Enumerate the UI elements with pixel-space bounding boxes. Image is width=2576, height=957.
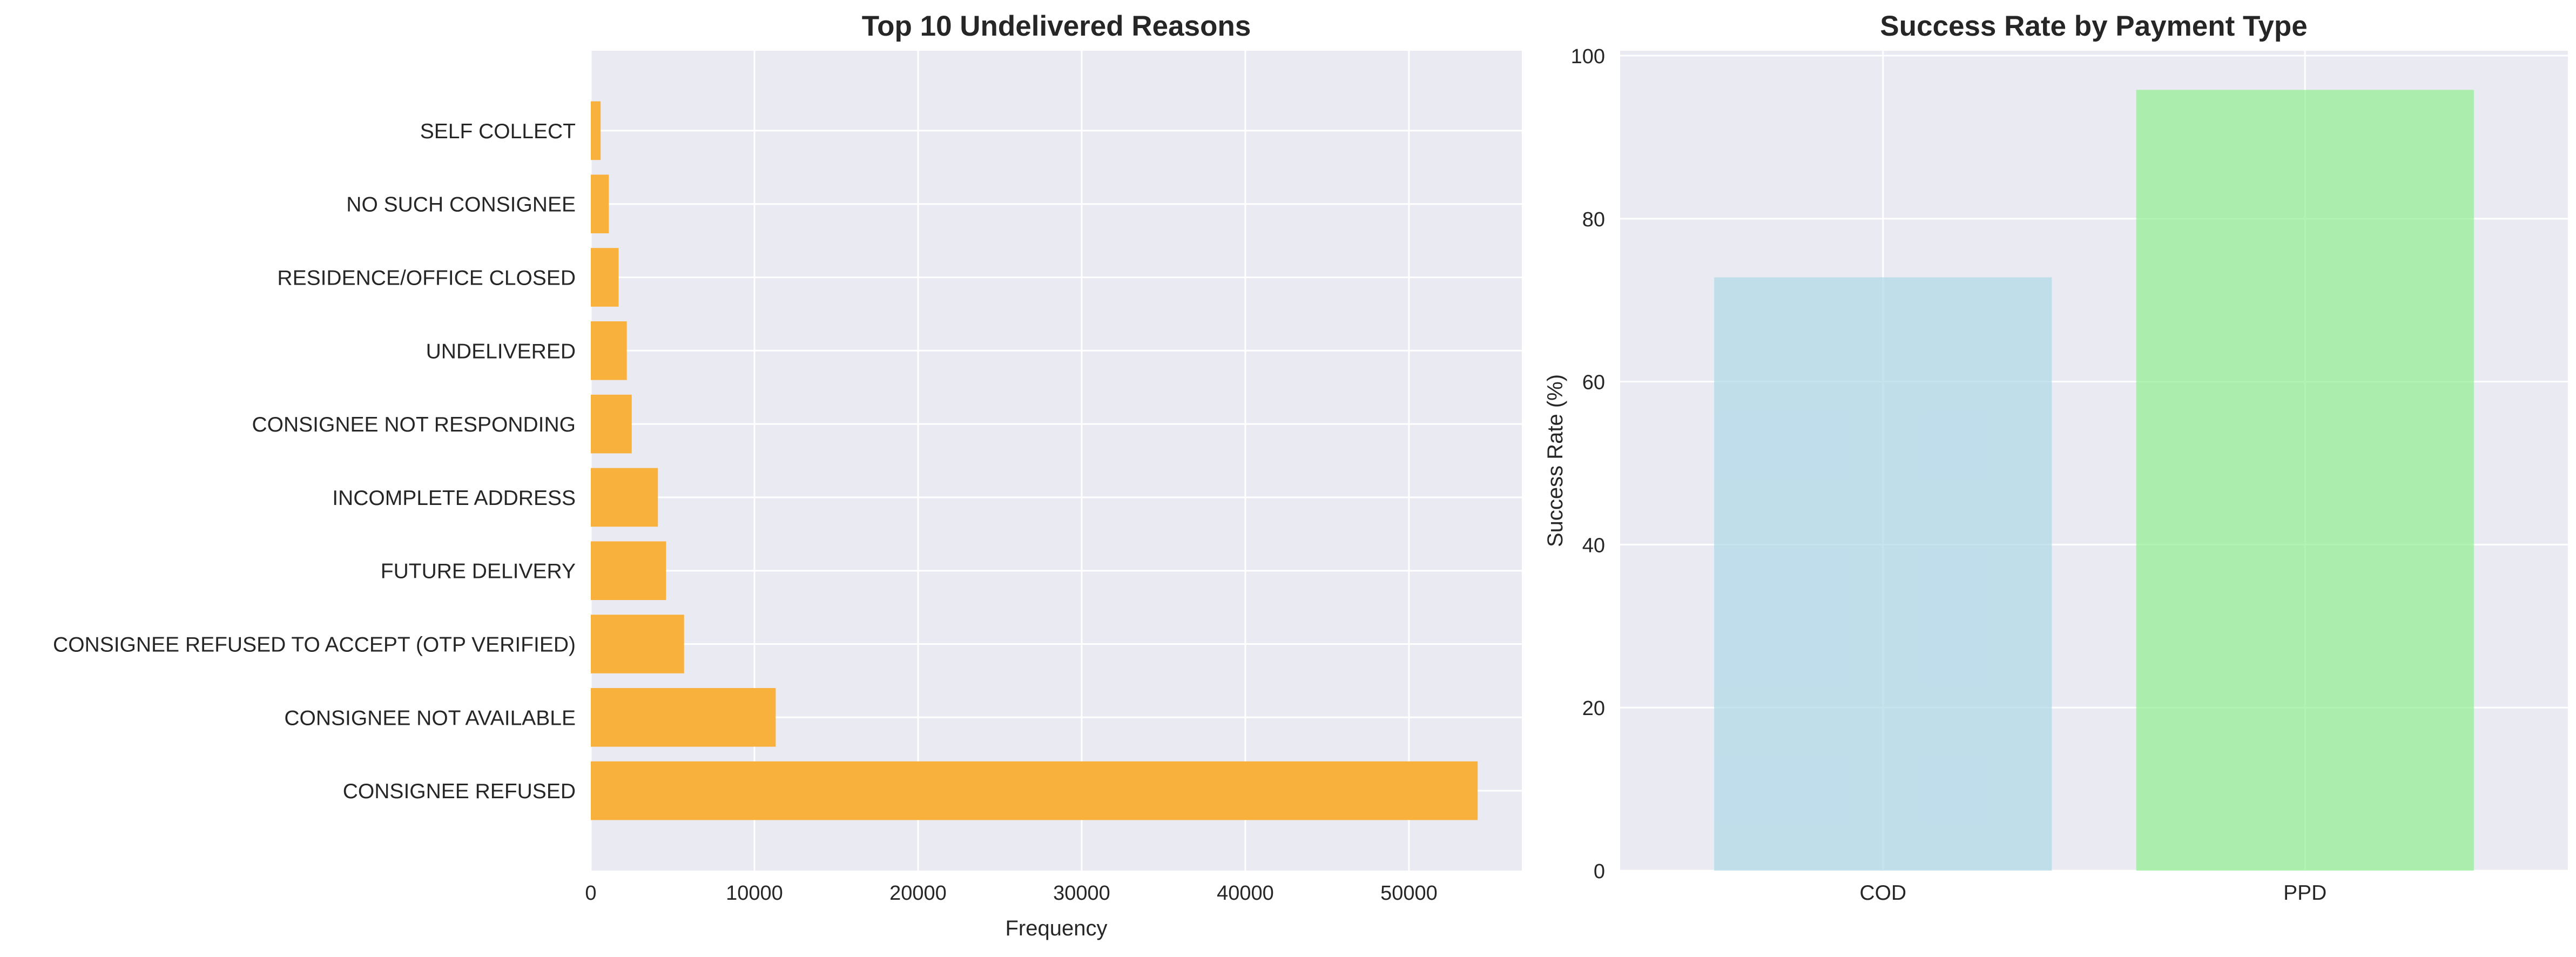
left-bar <box>591 248 619 307</box>
left-bar <box>591 321 627 380</box>
left-category-label: SELF COLLECT <box>420 120 576 143</box>
left-category-label: UNDELIVERED <box>426 340 576 363</box>
left-category-label: FUTURE DELIVERY <box>381 560 576 583</box>
right-chart-title: Success Rate by Payment Type <box>1880 10 2307 42</box>
right-y-tick-labels: 0 20 40 60 80 100 <box>1571 45 1605 883</box>
right-category-labels: COD PPD <box>1859 881 2327 905</box>
left-category-label: NO SUCH CONSIGNEE <box>346 193 576 217</box>
right-y-axis-label: Success Rate (%) <box>1543 374 1567 547</box>
right-bar <box>2136 90 2474 871</box>
left-x-axis-label: Frequency <box>1006 916 1108 940</box>
left-bar <box>591 688 776 747</box>
left-x-tick-label: 50000 <box>1380 882 1438 905</box>
left-category-label: CONSIGNEE NOT AVAILABLE <box>284 706 576 730</box>
left-x-tick-label: 10000 <box>726 882 783 905</box>
left-x-tick-labels: 0 10000 20000 30000 40000 50000 <box>585 882 1437 905</box>
left-category-label: INCOMPLETE ADDRESS <box>332 487 576 510</box>
left-bar <box>591 615 684 673</box>
right-y-tick-label: 20 <box>1582 697 1605 720</box>
right-y-tick-label: 100 <box>1571 45 1605 68</box>
left-gridlines <box>590 51 1522 871</box>
left-bar <box>591 394 632 454</box>
right-category-label: COD <box>1859 881 1906 905</box>
left-bars <box>591 101 1478 820</box>
left-x-tick-label: 0 <box>585 882 596 905</box>
left-bar <box>591 174 609 234</box>
right-y-tick-label: 80 <box>1582 208 1605 231</box>
left-chart: CONSIGNEE REFUSED CONSIGNEE NOT AVAILABLE… <box>53 10 1522 940</box>
right-y-tick-label: 60 <box>1582 372 1605 394</box>
left-bar <box>591 541 666 601</box>
right-y-tick-label: 40 <box>1582 534 1605 557</box>
right-category-label: PPD <box>2283 881 2327 905</box>
left-category-label: RESIDENCE/OFFICE CLOSED <box>277 267 576 290</box>
left-bar <box>591 761 1478 820</box>
left-category-labels: CONSIGNEE REFUSED CONSIGNEE NOT AVAILABLE… <box>53 120 576 803</box>
left-x-tick-label: 30000 <box>1053 882 1110 905</box>
left-x-tick-label: 20000 <box>889 882 947 905</box>
left-category-label: CONSIGNEE REFUSED TO ACCEPT (OTP VERIFIE… <box>53 633 576 657</box>
left-category-label: CONSIGNEE NOT RESPONDING <box>252 413 576 436</box>
left-category-label: CONSIGNEE REFUSED <box>343 780 576 803</box>
right-bars <box>1714 90 2474 871</box>
left-chart-title: Top 10 Undelivered Reasons <box>862 10 1251 42</box>
right-y-tick-label: 0 <box>1594 860 1605 883</box>
left-bar <box>591 468 658 527</box>
right-bar <box>1714 277 2052 871</box>
right-chart: 0 20 40 60 80 100 COD PPD Success Rate by Paym… <box>1543 10 2568 905</box>
left-x-tick-label: 40000 <box>1217 882 1274 905</box>
left-bar <box>591 101 601 160</box>
left-plot-area <box>591 51 1522 871</box>
